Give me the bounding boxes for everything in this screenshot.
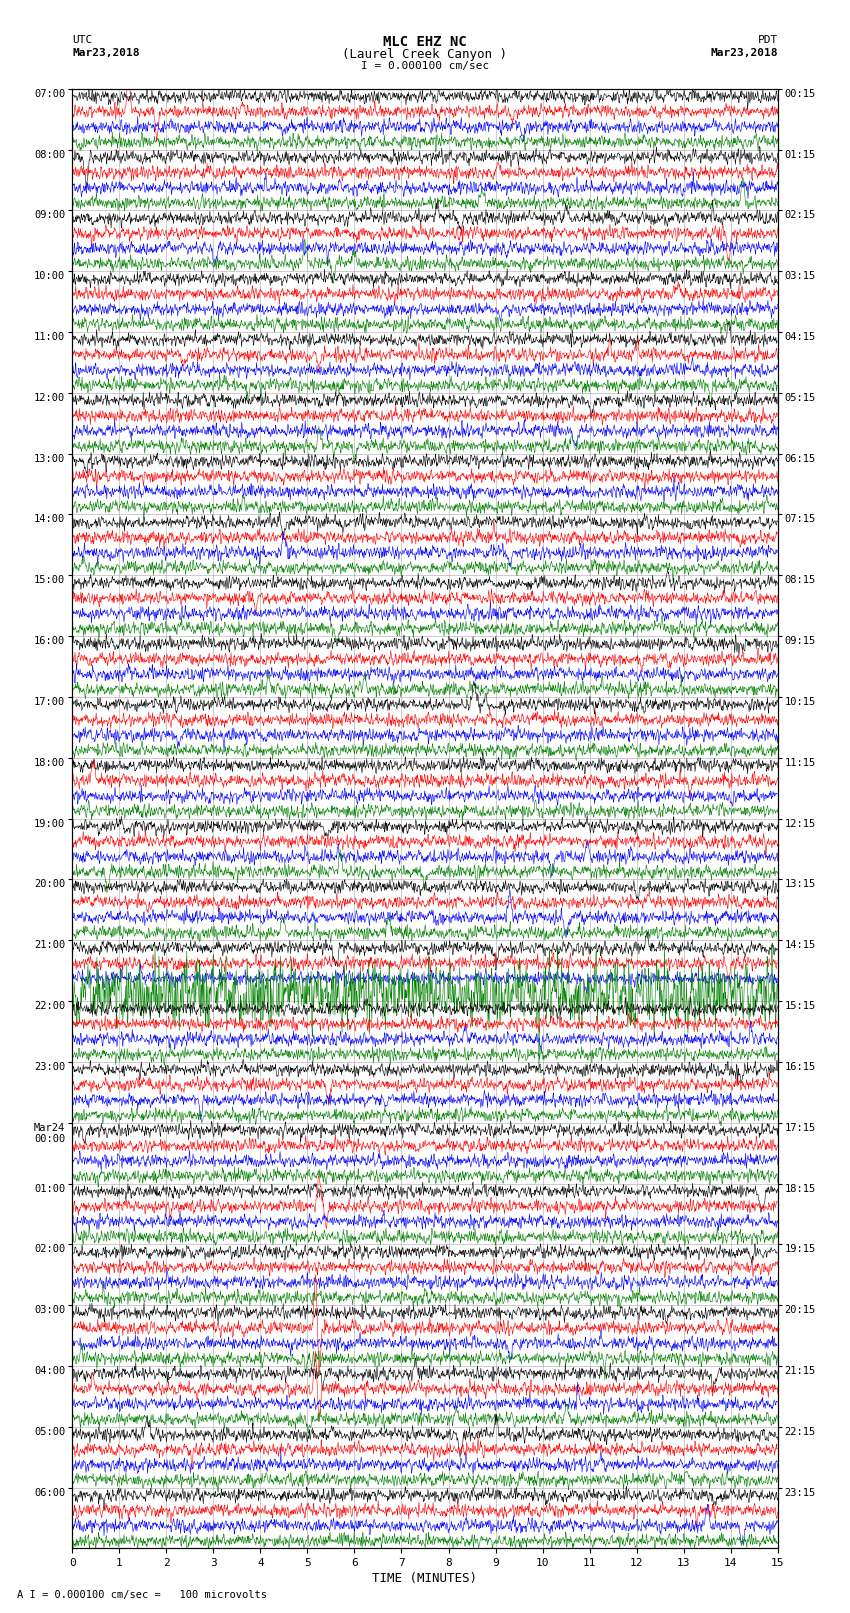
Text: (Laurel Creek Canyon ): (Laurel Creek Canyon ) [343, 48, 507, 61]
Text: Mar23,2018: Mar23,2018 [711, 48, 778, 58]
Text: MLC EHZ NC: MLC EHZ NC [383, 35, 467, 50]
Text: Mar23,2018: Mar23,2018 [72, 48, 139, 58]
X-axis label: TIME (MINUTES): TIME (MINUTES) [372, 1573, 478, 1586]
Text: UTC: UTC [72, 35, 93, 45]
Text: I = 0.000100 cm/sec: I = 0.000100 cm/sec [361, 61, 489, 71]
Text: A I = 0.000100 cm/sec =   100 microvolts: A I = 0.000100 cm/sec = 100 microvolts [17, 1590, 267, 1600]
Text: PDT: PDT [757, 35, 778, 45]
